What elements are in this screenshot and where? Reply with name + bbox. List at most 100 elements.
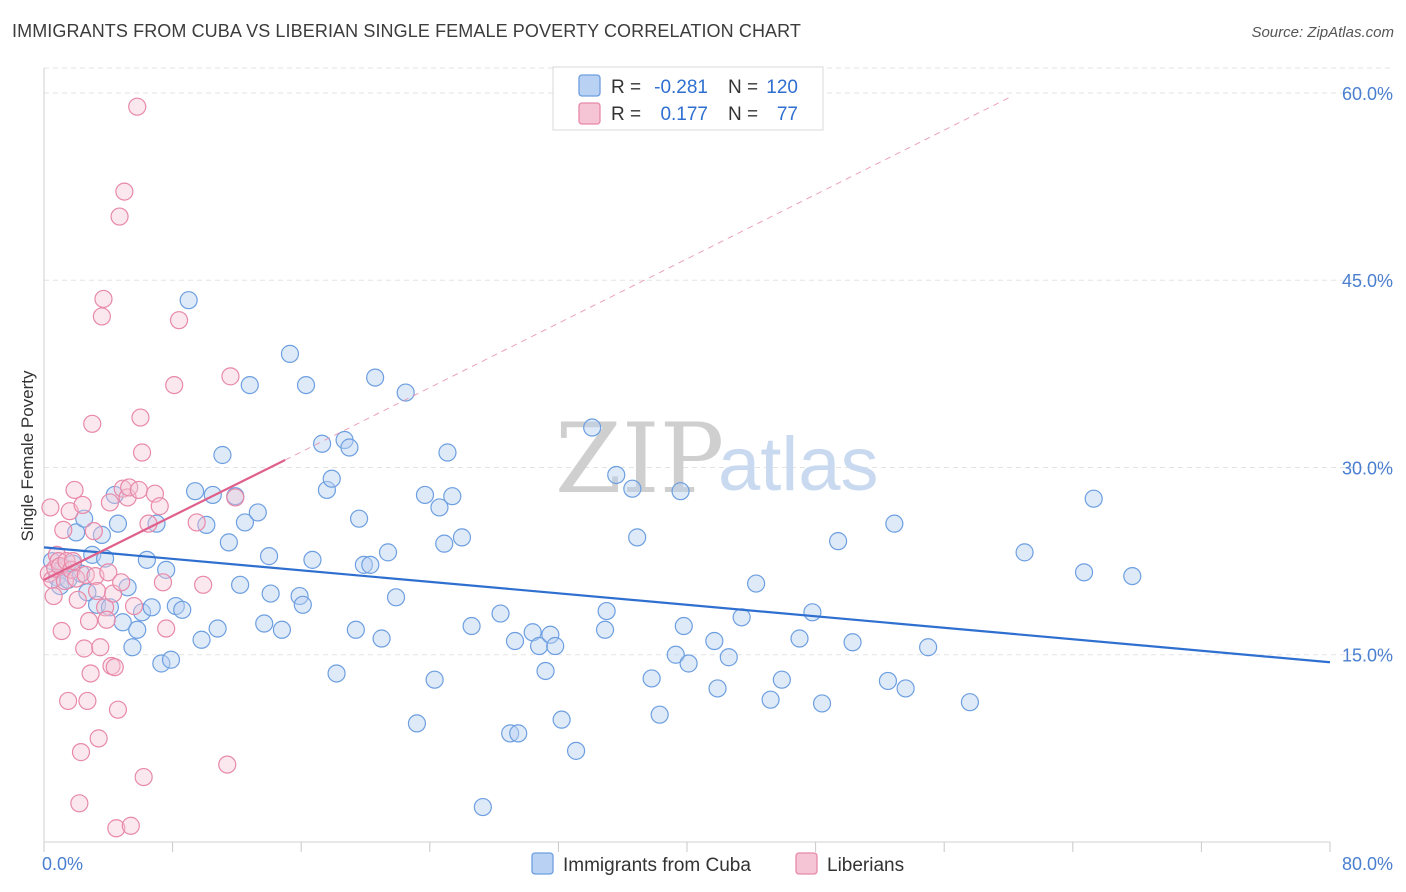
data-point-cuba [790,629,809,648]
data-point-cuba [607,465,626,485]
legend-n-label-1: N = [728,77,758,98]
data-point-cuba [546,636,565,656]
data-point-cuba [317,480,337,500]
data-point-cuba [843,633,862,652]
data-point-liberian [67,569,86,588]
data-point-liberian [42,570,62,589]
data-point-cuba [142,598,161,617]
data-point-liberian [54,520,73,540]
data-point-liberian [59,691,78,711]
data-point-liberian [81,664,100,683]
data-point-cuba [213,445,232,465]
data-point-liberian [165,375,184,395]
data-point-cuba [137,550,156,569]
data-point-cuba [583,418,602,437]
data-point-cuba [366,368,385,387]
legend-n-label-2: N = [728,104,758,125]
y-tick-labels: 15.0% 30.0% 45.0% 60.0% [1342,84,1393,666]
data-point-cuba [505,631,525,651]
data-point-cuba [628,528,647,547]
data-point-cuba [719,648,738,667]
data-point-cuba [386,588,406,607]
data-point-liberian [169,311,189,330]
chart-title: IMMIGRANTS FROM CUBA VS LIBERIAN SINGLE … [12,21,802,41]
series-legend: Immigrants from Cuba Liberians [531,852,904,876]
data-point-cuba [108,514,128,533]
data-point-cuba [438,443,457,462]
data-point-cuba [430,498,449,517]
series-legend-swatch-liberian [795,852,818,875]
data-point-cuba [671,482,690,501]
data-point-liberian [75,639,94,658]
data-point-cuba [219,533,238,552]
y-tick-label: 60.0% [1342,84,1393,104]
data-point-liberian [112,573,131,592]
source-label: Source: ZipAtlas.com [1251,24,1394,41]
data-point-cuba [491,604,510,623]
data-point-liberian [70,794,89,813]
legend-r-value-1: -0.281 [654,77,708,98]
data-point-liberian [91,638,110,657]
data-point-cuba [415,485,435,505]
y-tick-label: 45.0% [1342,271,1393,291]
x-tick-labels: 0.0% 80.0% [42,854,1393,874]
data-point-cuba [473,797,492,817]
data-point-liberian [108,700,128,719]
data-point-cuba [650,705,669,724]
data-point-cuba [509,724,528,743]
data-point-liberian [150,497,169,516]
data-point-cuba [1123,566,1142,586]
data-point-cuba [231,575,250,594]
data-point-cuba [674,616,693,636]
data-point-cuba [885,514,904,533]
data-point-liberian [76,565,95,584]
data-point-liberian [105,658,124,677]
data-point-cuba [919,638,938,657]
x-tick-label: 0.0% [42,854,83,874]
data-point-cuba [322,469,341,488]
trend-line-liberian [43,459,286,581]
data-point-cuba [78,583,97,602]
data-point-cuba [354,555,373,574]
data-point-liberian [52,621,71,641]
data-point-cuba [462,616,481,636]
axes [43,68,1331,852]
legend-n-value-1: 120 [766,77,798,98]
data-point-liberian [73,495,92,515]
data-point-liberian [55,571,74,591]
data-point-cuba [732,608,751,627]
data-point-cuba [340,438,359,457]
data-point-cuba [812,694,832,713]
data-point-cuba [303,550,322,569]
data-point-cuba [772,670,791,689]
data-point-cuba [566,741,586,760]
data-point-cuba [261,584,280,603]
data-point-liberian [41,498,60,517]
series-legend-swatch-cuba [531,852,554,875]
data-point-cuba [407,714,427,733]
data-point-liberian [65,480,84,500]
series-legend-label-cuba: Immigrants from Cuba [563,855,751,876]
trend-lines [43,97,1331,664]
data-point-cuba [272,620,292,639]
data-point-cuba [161,650,181,669]
data-point-liberian [44,586,63,606]
data-point-liberian [79,611,99,631]
data-point-liberian [131,408,150,427]
data-point-cuba [248,503,267,522]
data-point-cuba [642,669,661,688]
data-point-liberian [99,563,118,582]
data-point-cuba [179,291,198,310]
data-point-cuba [435,534,454,553]
watermark: ZIP atlas [555,403,879,515]
data-point-cuba [378,543,398,562]
series-liberian-points [39,97,245,838]
data-point-liberian [221,367,240,386]
data-point-liberian [87,581,107,601]
data-point-cuba [896,679,915,698]
x-tick-label: 80.0% [1342,854,1393,874]
legend-r-value-2: 0.177 [660,104,708,125]
data-point-cuba [123,638,142,657]
y-tick-label: 30.0% [1342,458,1393,478]
